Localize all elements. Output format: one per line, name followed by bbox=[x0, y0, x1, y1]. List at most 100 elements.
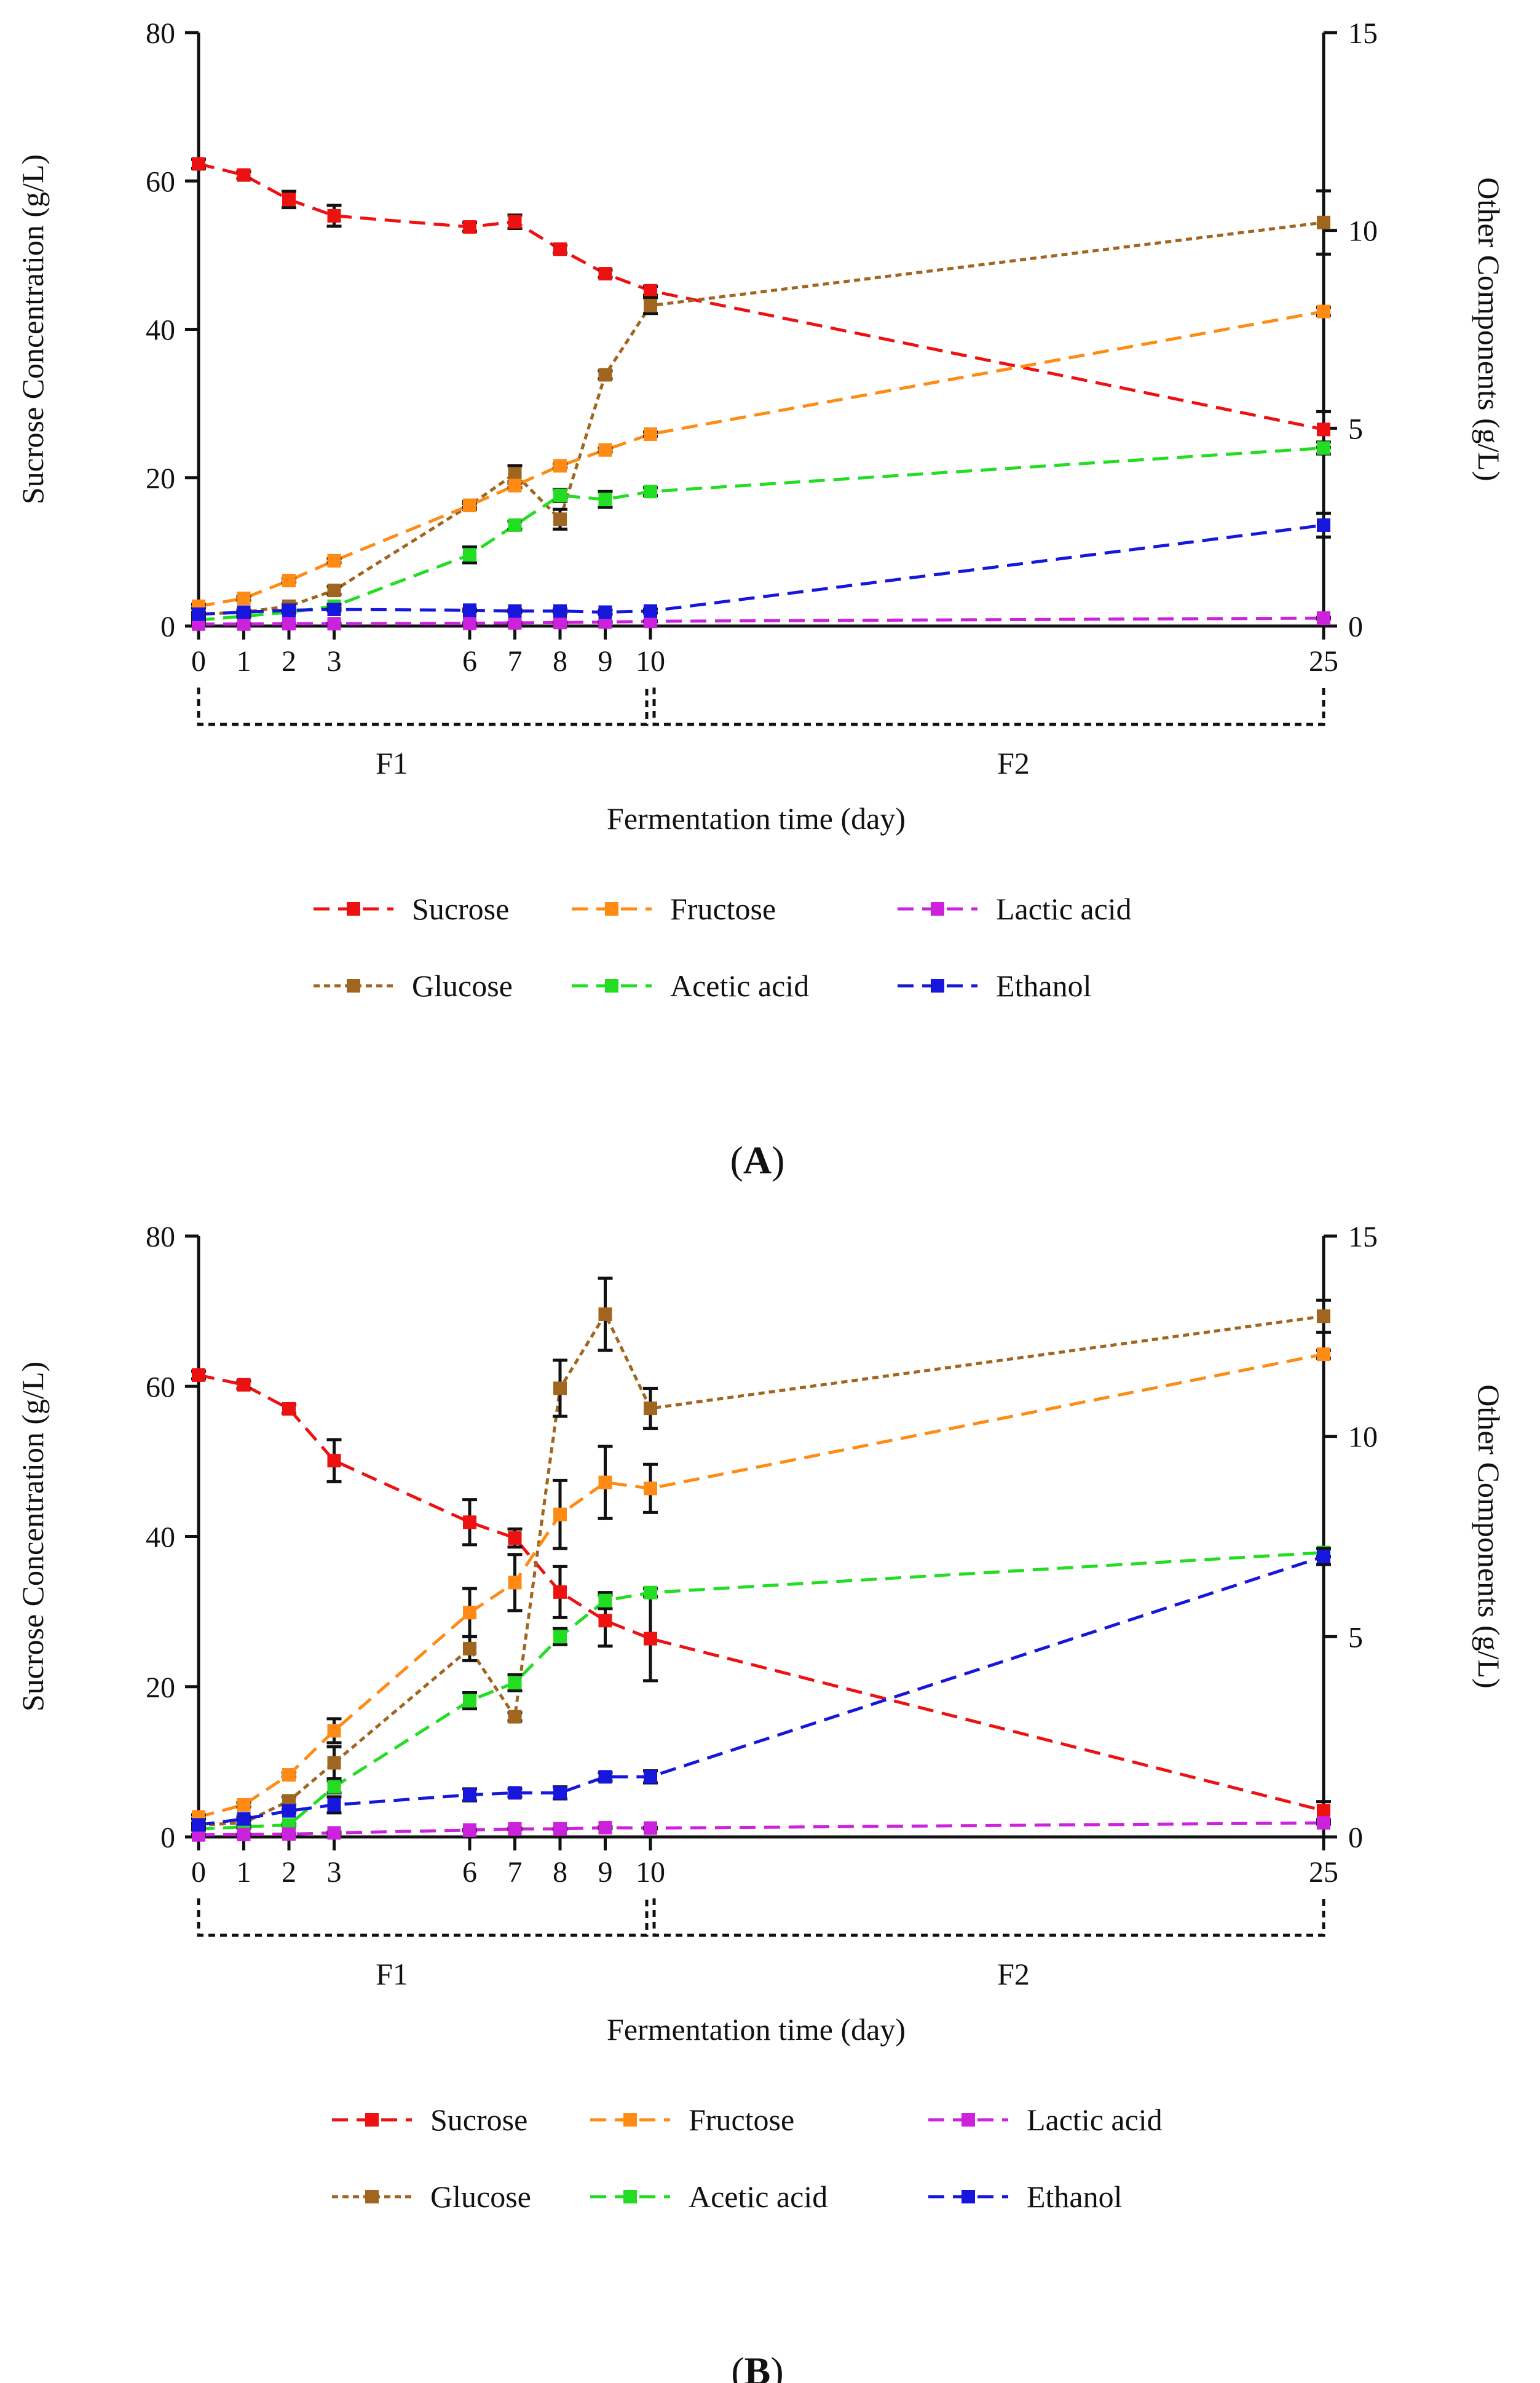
data-point-glucose bbox=[644, 1402, 657, 1416]
legend-item-acetic-acid: Acetic acid bbox=[590, 2179, 827, 2214]
legend-item-sucrose: Sucrose bbox=[332, 2103, 527, 2137]
legend-item-sucrose: Sucrose bbox=[314, 892, 509, 926]
legend-item-ethanol: Ethanol bbox=[898, 969, 1092, 1003]
data-point-lactic-acid bbox=[553, 616, 567, 630]
section-label-f1: F1 bbox=[376, 1957, 408, 1991]
data-point-glucose bbox=[1317, 1309, 1330, 1323]
legend-label: Lactic acid bbox=[1027, 2103, 1163, 2137]
legend-label: Fructose bbox=[670, 892, 776, 926]
data-point-lactic-acid bbox=[508, 616, 522, 630]
data-point-lactic-acid bbox=[553, 1822, 567, 1836]
data-point-fructose bbox=[644, 427, 657, 441]
legend-marker bbox=[605, 902, 618, 916]
legend-marker bbox=[931, 979, 944, 993]
data-point-glucose bbox=[1317, 215, 1330, 229]
data-point-fructose bbox=[282, 574, 296, 588]
right-y-tick-label: 5 bbox=[1348, 1621, 1363, 1654]
left-y-axis-title: Sucrose Concentration (g/L) bbox=[15, 1362, 50, 1711]
data-point-fructose bbox=[644, 1481, 657, 1496]
data-point-ethanol bbox=[644, 1770, 657, 1784]
data-point-ethanol bbox=[598, 605, 612, 619]
series-sucrose bbox=[191, 157, 1331, 449]
section-label-f2: F2 bbox=[997, 1957, 1030, 1991]
data-point-ethanol bbox=[327, 602, 341, 616]
left-y-tick-label: 20 bbox=[146, 462, 175, 495]
legend-item-glucose: Glucose bbox=[332, 2179, 531, 2214]
left-y-tick-label: 40 bbox=[146, 314, 175, 347]
x-tick-label: 8 bbox=[553, 1856, 567, 1889]
series-line-glucose bbox=[198, 1310, 1324, 1826]
x-tick-label: 25 bbox=[1309, 1856, 1338, 1889]
data-point-lactic-acid bbox=[463, 616, 476, 630]
data-point-ethanol bbox=[237, 1812, 251, 1826]
data-point-sucrose bbox=[553, 1585, 567, 1599]
data-point-acetic-acid bbox=[598, 493, 612, 507]
data-point-sucrose bbox=[237, 1378, 251, 1392]
section-bracket-f2 bbox=[652, 688, 1325, 726]
series-line-ethanol bbox=[198, 523, 1324, 616]
right-y-tick-label: 10 bbox=[1348, 1421, 1378, 1454]
series-glucose bbox=[191, 1276, 1331, 1832]
data-point-acetic-acid bbox=[508, 1676, 522, 1690]
data-point-fructose bbox=[553, 459, 567, 473]
series-line-fructose bbox=[198, 1352, 1324, 1818]
legend-label: Acetic acid bbox=[670, 969, 809, 1003]
section-label-f2: F2 bbox=[997, 746, 1030, 780]
x-tick-label: 1 bbox=[237, 1856, 251, 1889]
right-y-axis-title: Other Components (g/L) bbox=[1472, 177, 1506, 481]
x-axis-title: Fermentation time (day) bbox=[607, 2012, 906, 2047]
data-point-lactic-acid bbox=[644, 1821, 657, 1835]
legend-marker bbox=[347, 902, 360, 916]
data-point-lactic-acid bbox=[327, 1826, 341, 1840]
section-bracket-f2 bbox=[652, 1898, 1325, 1937]
series-acetic-acid bbox=[191, 440, 1331, 627]
data-point-sucrose bbox=[282, 192, 296, 207]
series-fructose bbox=[191, 304, 1331, 613]
data-point-ethanol bbox=[192, 607, 205, 621]
data-point-glucose bbox=[644, 298, 657, 312]
legend-label: Glucose bbox=[412, 969, 513, 1003]
data-point-ethanol bbox=[282, 603, 296, 617]
data-point-sucrose bbox=[282, 1402, 296, 1416]
data-point-acetic-acid bbox=[644, 1585, 657, 1600]
data-point-fructose bbox=[1317, 1347, 1330, 1362]
data-point-sucrose bbox=[508, 1531, 522, 1545]
legend-marker bbox=[931, 902, 944, 916]
left-y-axis-title: Sucrose Concentration (g/L) bbox=[15, 154, 50, 504]
data-point-lactic-acid bbox=[644, 614, 657, 628]
legend-label: Sucrose bbox=[430, 2103, 527, 2137]
data-point-acetic-acid bbox=[327, 1780, 341, 1794]
data-point-ethanol bbox=[508, 604, 522, 618]
data-point-ethanol bbox=[327, 1798, 341, 1812]
x-tick-label: 7 bbox=[508, 645, 523, 678]
data-point-fructose bbox=[237, 1798, 251, 1812]
data-point-fructose bbox=[327, 553, 341, 568]
data-point-glucose bbox=[508, 467, 522, 481]
data-point-glucose bbox=[327, 584, 341, 598]
data-point-ethanol bbox=[644, 604, 657, 618]
x-tick-label: 6 bbox=[462, 1856, 477, 1889]
left-y-tick-label: 40 bbox=[146, 1521, 175, 1554]
legend-item-fructose: Fructose bbox=[590, 2103, 794, 2137]
legend-item-fructose: Fructose bbox=[572, 892, 776, 926]
x-tick-label: 0 bbox=[191, 645, 206, 678]
series-line-ethanol bbox=[198, 1555, 1324, 1826]
legend-item-lactic-acid: Lactic acid bbox=[898, 892, 1132, 926]
series-sucrose bbox=[191, 1368, 1331, 1822]
x-tick-label: 9 bbox=[598, 645, 613, 678]
series-line-sucrose bbox=[198, 1373, 1324, 1812]
series-ethanol bbox=[191, 512, 1331, 621]
data-point-ethanol bbox=[192, 1818, 205, 1832]
data-point-acetic-acid bbox=[508, 518, 522, 532]
data-point-sucrose bbox=[598, 1614, 612, 1628]
series-line-lactic-acid bbox=[199, 616, 1324, 626]
left-y-tick-label: 60 bbox=[146, 165, 175, 198]
series-lactic-acid bbox=[191, 611, 1331, 631]
right-y-tick-label: 10 bbox=[1348, 215, 1378, 248]
data-point-glucose bbox=[598, 1307, 612, 1322]
legend-label: Ethanol bbox=[1027, 2179, 1123, 2214]
x-tick-label: 8 bbox=[553, 645, 567, 678]
data-point-acetic-acid bbox=[463, 1694, 476, 1708]
